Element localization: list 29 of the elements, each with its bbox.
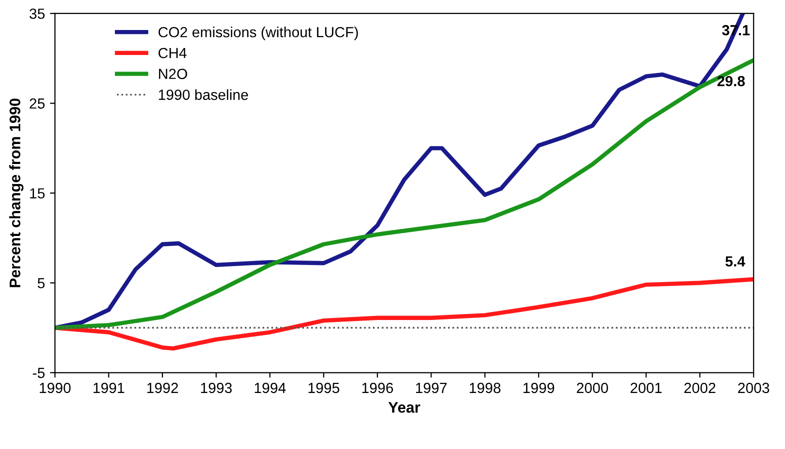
line-series xyxy=(54,277,754,351)
y-tick-label: 5 xyxy=(38,278,45,288)
y-tick-label: 15 xyxy=(30,188,45,198)
y-axis-title: Percent change from 1990 xyxy=(9,98,24,288)
x-tick-label: 1999 xyxy=(524,382,554,394)
x-tick-label: 2000 xyxy=(576,382,608,394)
legend-label: N2O xyxy=(159,68,188,80)
y-tick-label: 35 xyxy=(30,8,45,19)
x-tick-label: 1993 xyxy=(201,382,232,394)
x-tick-label: 1990 xyxy=(40,382,71,394)
line-series xyxy=(54,58,754,330)
y-tick-label: 25 xyxy=(30,98,45,109)
x-tick-label: 1992 xyxy=(147,382,178,394)
x-tick-label: 2002 xyxy=(684,382,716,394)
x-tick-label: 1996 xyxy=(362,382,393,394)
annotation: 5.4 xyxy=(725,256,746,267)
x-tick-label: 1995 xyxy=(308,382,340,394)
annotation: 29.8 xyxy=(717,76,745,86)
legend-label: CO2 emissions (without LUCF) xyxy=(158,26,358,40)
x-tick-label: 1998 xyxy=(470,382,500,394)
legend-label: 1990 baseline xyxy=(158,89,248,100)
x-tick-label: 2001 xyxy=(630,382,662,394)
x-tick-label: 2003 xyxy=(738,382,770,394)
y-tick-label: -5 xyxy=(32,368,45,378)
x-axis-title: Year xyxy=(388,402,420,413)
x-tick-label: 1991 xyxy=(94,382,124,394)
legend-label: CH4 xyxy=(158,48,187,58)
x-tick-label: 1994 xyxy=(254,382,286,394)
x-tick-label: 1997 xyxy=(416,382,447,394)
